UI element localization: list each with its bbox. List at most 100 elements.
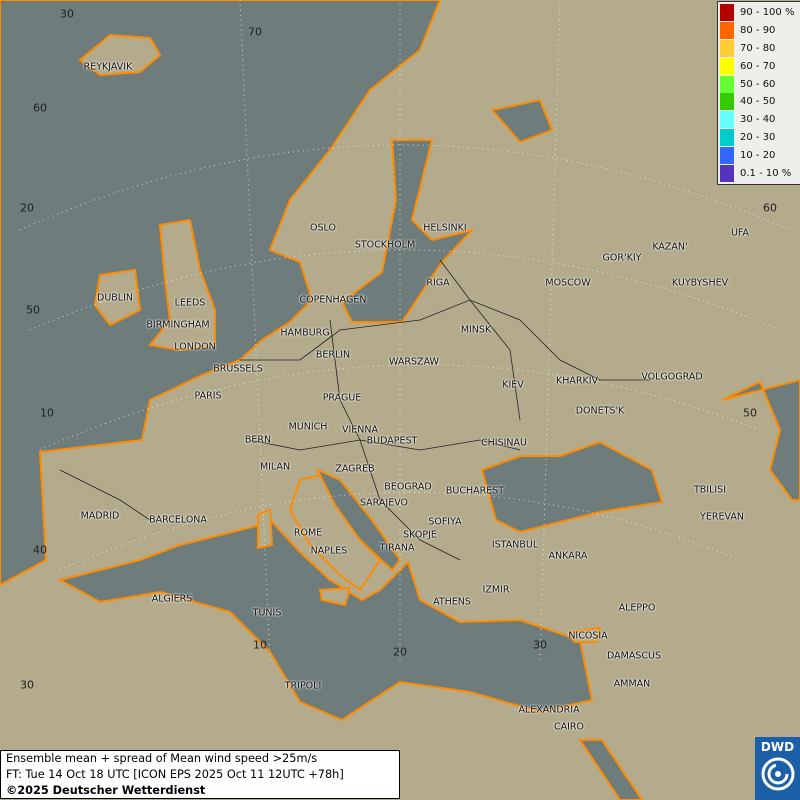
ireland bbox=[93, 268, 142, 327]
graticule-label: 10 bbox=[253, 638, 267, 652]
legend: 90 - 100 % 80 - 90 70 - 80 60 - 70 50 - 60 40… bbox=[717, 1, 800, 185]
city-label: BERN bbox=[244, 434, 272, 446]
city-label: VIENNA bbox=[341, 424, 379, 436]
legend-swatch bbox=[720, 164, 734, 182]
info-box: Ensemble mean + spread of Mean wind spee… bbox=[0, 750, 400, 799]
legend-entry: 90 - 100 % bbox=[720, 4, 800, 22]
legend-swatch bbox=[720, 128, 734, 146]
legend-label: 90 - 100 % bbox=[740, 7, 795, 19]
city-label: ALEXANDRIA bbox=[518, 704, 580, 716]
city-label: BUCHAREST bbox=[445, 485, 505, 497]
city-label: ALEPPO bbox=[618, 602, 656, 614]
city-label: NAPLES bbox=[310, 545, 348, 557]
city-label: BARCELONA bbox=[149, 514, 207, 526]
city-label: ALGIERS bbox=[151, 593, 193, 605]
legend-swatch bbox=[720, 111, 734, 129]
legend-swatch bbox=[720, 4, 734, 22]
mediterranean-sea bbox=[57, 520, 594, 722]
city-label: TRIPOLI bbox=[284, 680, 322, 692]
city-label: CHISINAU bbox=[481, 437, 527, 449]
city-label: ATHENS bbox=[433, 596, 471, 608]
city-label: WARSZAW bbox=[389, 356, 439, 368]
graticule-label: 60 bbox=[763, 201, 777, 215]
legend-swatch bbox=[720, 93, 734, 111]
atlantic-ocean bbox=[0, 0, 442, 587]
city-label: ROME bbox=[293, 527, 323, 539]
cyprus bbox=[568, 626, 602, 643]
city-label: NICOSIA bbox=[568, 630, 608, 642]
legend-swatch bbox=[720, 146, 734, 164]
legend-entry: 40 - 50 bbox=[720, 93, 800, 111]
city-label: BIRMINGHAM bbox=[146, 319, 210, 331]
graticule-label: 10 bbox=[40, 406, 54, 420]
sicily bbox=[318, 586, 352, 607]
city-label: SOFIYA bbox=[428, 516, 462, 528]
black-sea bbox=[480, 440, 664, 534]
legend-swatch bbox=[720, 39, 734, 57]
product-title: Ensemble mean + spread of Mean wind spee… bbox=[6, 752, 318, 765]
dwd-logo-text: DWD bbox=[760, 740, 795, 754]
legend-swatch bbox=[720, 22, 734, 40]
city-label: MILAN bbox=[259, 461, 291, 473]
city-label: ANKARA bbox=[548, 550, 588, 562]
dwd-swirl-icon bbox=[761, 757, 794, 791]
legend-label: 40 - 50 bbox=[740, 96, 776, 108]
city-label: BEOGRAD bbox=[384, 481, 432, 493]
city-label: RIGA bbox=[426, 277, 450, 289]
city-label: PARIS bbox=[194, 390, 222, 402]
city-label: TIRANA bbox=[379, 542, 415, 554]
city-label: KHARKIV bbox=[555, 375, 599, 387]
city-label: SARAJEVO bbox=[359, 497, 409, 509]
legend-entry: 20 - 30 bbox=[720, 128, 800, 147]
city-label: GOR'KIY bbox=[602, 252, 642, 264]
dwd-logo: DWD bbox=[755, 737, 800, 800]
city-label: IZMIR bbox=[482, 584, 510, 596]
city-label: YEREVAN bbox=[700, 511, 744, 523]
graticule-label: 50 bbox=[26, 303, 40, 317]
iceland bbox=[78, 33, 162, 77]
legend-label: 0.1 - 10 % bbox=[740, 167, 792, 179]
city-label: STOCKHOLM bbox=[354, 239, 416, 251]
copyright: ©2025 Deutscher Wetterdienst bbox=[6, 784, 206, 797]
sardinia bbox=[257, 508, 274, 550]
city-label: LONDON bbox=[174, 341, 216, 353]
city-label: KIEV bbox=[502, 379, 524, 391]
city-label: KUYBYSHEV bbox=[671, 277, 729, 289]
graticule-label: 20 bbox=[20, 201, 34, 215]
city-label: HAMBURG bbox=[280, 327, 330, 339]
city-label: MADRID bbox=[80, 510, 120, 522]
city-label: PRAGUE bbox=[322, 392, 362, 404]
legend-label: 70 - 80 bbox=[740, 42, 776, 54]
city-label: KAZAN' bbox=[652, 241, 688, 253]
city-label: TBILISI bbox=[693, 484, 727, 496]
legend-label: 60 - 70 bbox=[740, 60, 776, 72]
city-label: DUBLIN bbox=[97, 292, 133, 304]
legend-label: 80 - 90 bbox=[740, 25, 776, 37]
city-label: ISTANBUL bbox=[491, 539, 539, 551]
red-sea bbox=[578, 739, 644, 800]
graticule-label: 30 bbox=[533, 638, 547, 652]
city-label: VOLGOGRAD bbox=[641, 371, 703, 383]
legend-entry: 30 - 40 bbox=[720, 111, 800, 129]
city-label: LEEDS bbox=[174, 297, 206, 309]
legend-entry: 60 - 70 bbox=[720, 57, 800, 75]
city-label: DAMASCUS bbox=[607, 650, 661, 662]
city-label: UFA bbox=[730, 227, 750, 239]
city-label: ZAGREB bbox=[335, 463, 375, 475]
caspian-sea bbox=[721, 378, 800, 501]
city-label: MUNICH bbox=[288, 421, 328, 433]
city-label: BRUSSELS bbox=[213, 363, 263, 375]
legend-entry: 70 - 80 bbox=[720, 39, 800, 58]
legend-label: 50 - 60 bbox=[740, 78, 776, 90]
legend-entry: 80 - 90 bbox=[720, 22, 800, 40]
legend-swatch bbox=[720, 57, 734, 75]
city-label: COPENHAGEN bbox=[299, 294, 367, 306]
baltic-sea bbox=[340, 139, 476, 323]
city-label: HELSINKI bbox=[423, 222, 467, 234]
city-label: BUDAPEST bbox=[366, 435, 418, 447]
country-borders bbox=[59, 259, 650, 561]
graticule-label: 70 bbox=[248, 25, 262, 39]
forecast-time: FT: Tue 14 Oct 18 UTC [ICON EPS 2025 Oct… bbox=[6, 768, 344, 781]
